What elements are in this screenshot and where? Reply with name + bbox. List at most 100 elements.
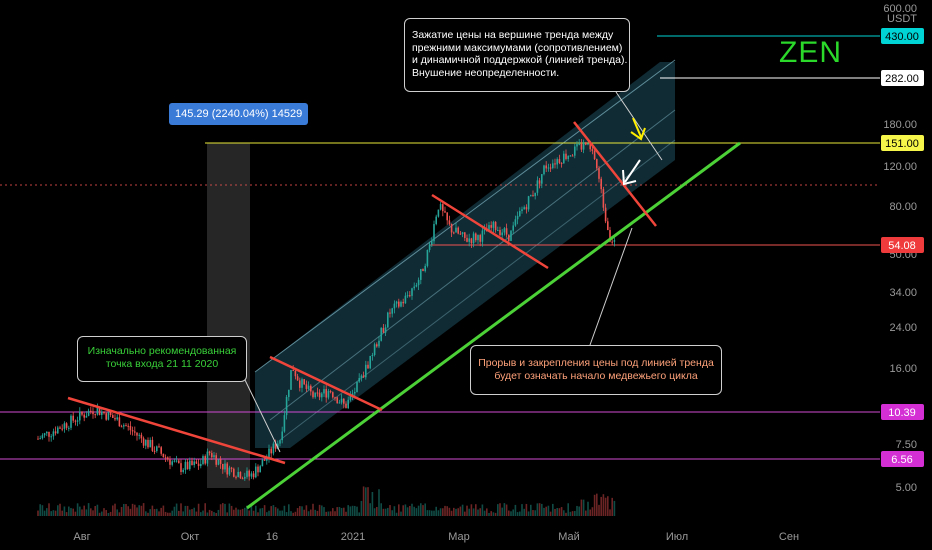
volume-bar [371,491,374,516]
volume-bar [510,511,512,516]
volume-bar [257,512,259,516]
candle-body [162,453,165,458]
volume-bar [237,509,239,516]
candle-body [318,392,321,398]
white-arrow-icon [624,159,641,183]
volume-bar [530,504,532,516]
candle-body [105,413,107,420]
channel-layer [205,59,676,488]
candle-body [530,195,532,197]
volume-bar [180,503,182,516]
price-label-value: 6.56 [891,454,912,466]
annotation-line: Изначально рекомендованная [87,345,237,357]
volume-bar [488,512,490,516]
candle-body [389,312,391,314]
candle-body [142,438,145,446]
candle-body [609,230,611,242]
annotation-entry-note[interactable]: Изначально рекомендованная точка входа 2… [77,336,247,382]
volume-bar [228,503,231,516]
volume-bar [475,504,477,516]
volume-bar [54,510,57,516]
volume-bar [169,512,171,516]
candle-body [94,414,96,416]
volume-bar [270,506,272,516]
volume-bar [543,507,545,516]
volume-bar [384,508,387,516]
volume-bar [259,508,261,516]
candle-body [325,389,327,398]
callout-pointer-top [615,91,663,161]
volume-bar [541,503,543,516]
volume-bar [109,511,112,516]
candle-body [191,460,193,465]
candle-body [301,379,303,388]
candle-body [312,391,314,398]
candle-body [259,466,261,473]
candle-body [569,155,572,157]
yellow-arrowhead-icon [630,127,646,141]
volume-bar [83,505,85,516]
volume-bar [219,504,222,516]
volume-bar [81,509,83,516]
candle-body [180,463,182,473]
volume-bar [101,511,103,516]
horizontal-levels [0,35,880,460]
candle-body [250,473,253,477]
annotation-top-note[interactable]: Зажатие цены на вершине тренда между пре… [404,18,630,92]
volume-bar [593,494,596,516]
candle-body [244,476,246,479]
volume-bar [347,505,349,516]
candle-body [193,461,195,465]
volume-bar [437,510,440,516]
volume-bar [239,509,242,516]
candle-body [178,460,180,464]
volume-bar [393,506,396,516]
candle-body [332,392,334,398]
annotation-breakdown-note[interactable]: Прорыв и закрепления цены под линией тре… [470,345,722,395]
candle-body [296,376,299,381]
candle-body [345,403,347,409]
volume-bar [483,510,486,516]
candle-body [129,425,132,431]
volume-bar [318,504,321,516]
volume-bar [457,508,459,516]
candle-body [499,230,501,236]
candle-body [151,439,154,451]
candle-body [543,165,545,175]
price-label-box [881,28,924,44]
candle-body [257,466,259,473]
volume-bar [74,511,77,516]
volume-bar [459,506,462,516]
candle-body [481,230,484,242]
price-label-value: 54.08 [888,240,916,252]
candle-body [547,167,550,169]
candle-body [83,414,85,418]
time-tick-label: Авг [73,531,90,543]
volume-bar [48,503,50,516]
volume-bar [516,512,519,516]
volume-bar [560,507,563,516]
volume-bar [79,506,81,516]
price-tick-label: 24.00 [889,322,917,334]
volume-bar [431,510,433,516]
candle-body [112,415,114,418]
volume-bar [158,511,160,516]
volume-bar [230,505,233,516]
volume-bar [215,512,217,516]
volume-bar [549,511,552,516]
callout-pointer-breakdown [589,227,633,346]
candles [37,138,616,481]
candle-body [613,240,616,242]
candle-body [54,431,57,434]
volume-bar [312,503,314,516]
volume-bar [195,511,198,516]
candle-body [607,221,609,231]
candle-body [103,411,105,414]
volume-bar [461,504,464,516]
candle-body [525,207,528,210]
volume-bar [406,507,409,516]
time-tick-label: Мар [448,531,470,543]
trendlines[interactable] [67,91,741,510]
candle-body [477,235,479,241]
volume-bar [398,504,400,516]
